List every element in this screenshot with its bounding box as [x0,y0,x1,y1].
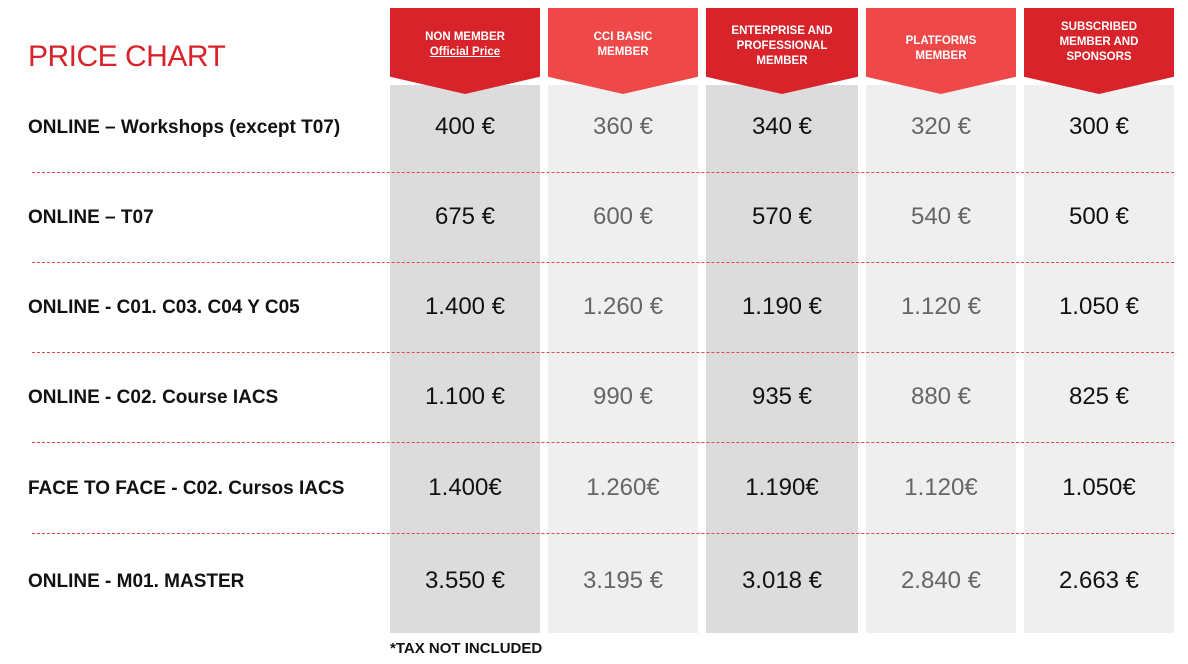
row-divider [32,352,1174,353]
column-header-subscribed: SUBSCRIBED MEMBER AND SPONSORS [1024,8,1174,94]
row-label: ONLINE - M01. MASTER [28,571,244,593]
column-header-platforms: PLATFORMS MEMBER [866,8,1016,94]
column-bg-cci-basic [548,85,698,633]
column-bg-enterprise [706,85,858,633]
price-cell: 1.260€ [586,474,660,501]
price-cell: 3.550 € [424,567,506,594]
price-cell: 880 € [910,383,972,410]
column-header-non-member: NON MEMBER Official Price [390,8,540,94]
header-line: MEMBER AND [1059,36,1139,48]
row-label: ONLINE – Workshops (except T07) [28,117,340,139]
row-label-text: FACE TO FACE - C02. Cursos IACS [28,478,345,499]
price-cell: 990 € [592,383,654,410]
price-cell: 600 € [592,203,654,230]
row-label: ONLINE - C01. C03. C04 Y C05 [28,297,300,319]
price-cell: 1.100 € [424,383,506,410]
price-cell: 300 € [1068,113,1130,140]
header-line: MEMBER [915,50,967,62]
price-cell: 320 € [910,113,972,140]
footnote: *TAX NOT INCLUDED [390,640,543,657]
page-title: PRICE CHART [28,40,226,73]
row-label-text: ONLINE – Workshops (except T07) [28,117,341,138]
price-cell: 825 € [1068,383,1130,410]
price-cell: 1.050€ [1062,474,1136,501]
price-cell: 540 € [910,203,972,230]
price-cell: 570 € [751,203,813,230]
price-cell: 500 € [1068,203,1130,230]
row-label-text: ONLINE – T07 [28,207,154,228]
header-line: PLATFORMS [905,35,977,47]
row-label: ONLINE – T07 [28,207,154,229]
row-label-text: ONLINE - C01. C03. C04 Y C05 [28,297,300,318]
price-cell: 1.400 € [424,293,506,320]
price-cell: 2.840 € [900,567,982,594]
header-line: MEMBER [756,55,808,67]
row-label: ONLINE - C02. Course IACS [28,387,278,409]
header-line: SUBSCRIBED [1060,21,1138,33]
row-label-text: ONLINE - M01. MASTER [28,571,245,592]
header-line: NON MEMBER [425,31,505,43]
column-bg-non-member [390,85,540,633]
price-cell: 2.663 € [1058,567,1140,594]
column-bg-platforms [866,85,1016,633]
column-header-enterprise: ENTERPRISE AND PROFESSIONAL MEMBER [706,8,858,94]
price-cell: 340 € [751,113,813,140]
header-line: MEMBER [597,46,649,58]
row-divider [32,262,1174,263]
price-cell: 675 € [434,203,496,230]
price-cell: 1.050 € [1058,293,1140,320]
price-cell: 935 € [751,383,813,410]
header-line: SPONSORS [1066,51,1132,63]
price-cell: 1.400€ [428,474,502,501]
row-label-text: ONLINE - C02. Course IACS [28,387,279,408]
row-divider [32,442,1174,443]
price-cell: 1.120 € [900,293,982,320]
header-line: CCI BASIC [593,31,653,43]
price-cell: 1.190€ [745,474,819,501]
header-line: Official Price [429,46,501,58]
column-header-cci-basic: CCI BASIC MEMBER [548,8,698,94]
row-divider [32,172,1174,173]
price-cell: 400 € [434,113,496,140]
row-label: FACE TO FACE - C02. Cursos IACS [28,478,344,500]
row-divider [32,533,1174,534]
header-line: PROFESSIONAL [736,40,828,52]
price-cell: 360 € [592,113,654,140]
price-cell: 1.120€ [904,474,978,501]
price-cell: 1.260 € [582,293,664,320]
price-cell: 3.018 € [741,567,823,594]
header-line: ENTERPRISE AND [731,25,833,37]
price-cell: 1.190 € [741,293,823,320]
price-cell: 3.195 € [582,567,664,594]
column-bg-subscribed [1024,85,1174,633]
